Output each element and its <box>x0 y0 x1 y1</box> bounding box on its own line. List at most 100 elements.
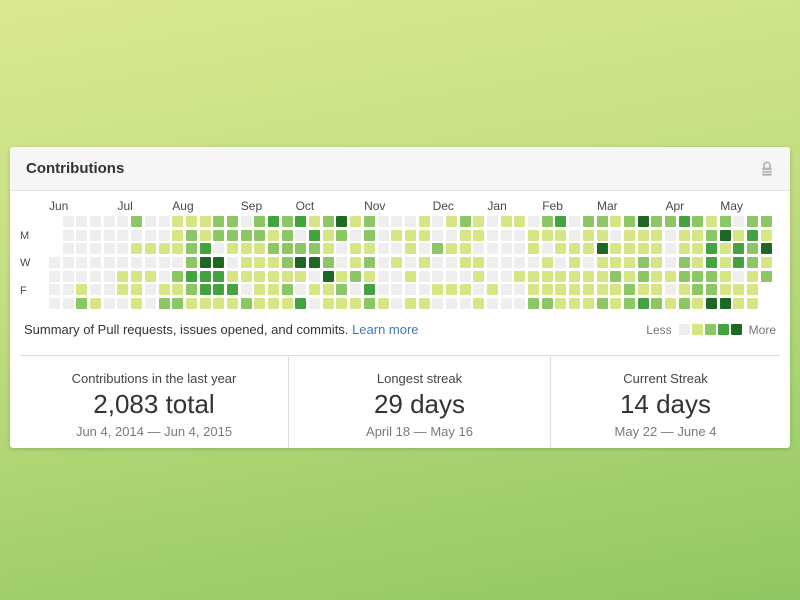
contribution-cell[interactable] <box>185 270 197 282</box>
contribution-cell[interactable] <box>637 270 649 282</box>
contribution-cell[interactable] <box>459 257 471 269</box>
contribution-cell[interactable] <box>254 298 266 310</box>
contribution-cell[interactable] <box>226 229 238 241</box>
contribution-cell[interactable] <box>500 229 512 241</box>
contribution-cell[interactable] <box>733 270 745 282</box>
contribution-cell[interactable] <box>706 270 717 282</box>
contribution-cell[interactable] <box>692 298 704 310</box>
contribution-cell[interactable] <box>514 243 526 255</box>
contribution-cell[interactable] <box>706 216 717 227</box>
contribution-cell[interactable] <box>268 243 279 255</box>
contribution-cell[interactable] <box>309 270 321 282</box>
contribution-cell[interactable] <box>500 243 512 255</box>
contribution-cell[interactable] <box>678 257 690 269</box>
contribution-cell[interactable] <box>473 284 485 296</box>
contribution-cell[interactable] <box>322 243 334 255</box>
contribution-cell[interactable] <box>240 298 252 310</box>
contribution-cell[interactable] <box>268 270 279 282</box>
contribution-cell[interactable] <box>336 216 348 227</box>
contribution-cell[interactable] <box>473 216 485 227</box>
contribution-cell[interactable] <box>418 243 430 255</box>
contribution-cell[interactable] <box>295 229 307 241</box>
contribution-cell[interactable] <box>760 270 772 282</box>
contribution-cell[interactable] <box>377 229 389 241</box>
contribution-cell[interactable] <box>596 229 608 241</box>
contribution-cell[interactable] <box>131 284 143 296</box>
contribution-cell[interactable] <box>747 270 759 282</box>
contribution-cell[interactable] <box>555 270 567 282</box>
contribution-cell[interactable] <box>514 229 526 241</box>
contribution-cell[interactable] <box>528 298 540 310</box>
contribution-cell[interactable] <box>185 243 197 255</box>
contribution-cell[interactable] <box>528 270 540 282</box>
contribution-cell[interactable] <box>199 298 211 310</box>
contribution-cell[interactable] <box>582 298 594 310</box>
contribution-cell[interactable] <box>391 243 403 255</box>
contribution-cell[interactable] <box>596 257 608 269</box>
contribution-cell[interactable] <box>336 298 348 310</box>
contribution-cell[interactable] <box>131 229 143 241</box>
contribution-cell[interactable] <box>213 270 225 282</box>
contribution-cell[interactable] <box>226 298 238 310</box>
contribution-cell[interactable] <box>582 216 594 227</box>
contribution-cell[interactable] <box>363 284 375 296</box>
contribution-cell[interactable] <box>473 229 485 241</box>
contribution-cell[interactable] <box>541 284 553 296</box>
contribution-cell[interactable] <box>336 229 348 241</box>
contribution-cell[interactable] <box>555 216 567 227</box>
contribution-cell[interactable] <box>240 216 252 227</box>
contribution-cell[interactable] <box>281 257 293 269</box>
contribution-cell[interactable] <box>445 243 457 255</box>
contribution-cell[interactable] <box>295 284 307 296</box>
contribution-cell[interactable] <box>144 270 156 282</box>
contribution-cell[interactable] <box>706 284 717 296</box>
contribution-cell[interactable] <box>651 257 663 269</box>
contribution-cell[interactable] <box>172 284 184 296</box>
contribution-cell[interactable] <box>637 216 649 227</box>
contribution-cell[interactable] <box>747 229 759 241</box>
contribution-cell[interactable] <box>90 243 102 255</box>
contribution-cell[interactable] <box>418 229 430 241</box>
contribution-cell[interactable] <box>582 229 594 241</box>
contribution-cell[interactable] <box>432 284 444 296</box>
contribution-cell[interactable] <box>350 270 362 282</box>
contribution-cell[interactable] <box>473 243 485 255</box>
contribution-cell[interactable] <box>131 270 143 282</box>
contribution-cell[interactable] <box>90 298 102 310</box>
contribution-cell[interactable] <box>363 229 375 241</box>
contribution-cell[interactable] <box>363 243 375 255</box>
contribution-cell[interactable] <box>131 298 143 310</box>
contribution-cell[interactable] <box>90 229 102 241</box>
contribution-cell[interactable] <box>514 284 526 296</box>
contribution-cell[interactable] <box>295 243 307 255</box>
contribution-cell[interactable] <box>445 284 457 296</box>
contribution-cell[interactable] <box>706 229 717 241</box>
contribution-cell[interactable] <box>350 216 362 227</box>
contribution-cell[interactable] <box>569 298 581 310</box>
contribution-cell[interactable] <box>281 229 293 241</box>
contribution-cell[interactable] <box>144 216 156 227</box>
contribution-cell[interactable] <box>254 284 266 296</box>
contribution-cell[interactable] <box>404 270 416 282</box>
contribution-cell[interactable] <box>500 257 512 269</box>
contribution-cell[interactable] <box>678 270 690 282</box>
contribution-cell[interactable] <box>610 284 622 296</box>
contribution-cell[interactable] <box>733 284 745 296</box>
contribution-cell[interactable] <box>404 257 416 269</box>
contribution-cell[interactable] <box>719 284 731 296</box>
contribution-cell[interactable] <box>459 298 471 310</box>
contribution-cell[interactable] <box>541 270 553 282</box>
contribution-cell[interactable] <box>350 229 362 241</box>
contribution-cell[interactable] <box>487 270 498 282</box>
contribution-cell[interactable] <box>363 270 375 282</box>
contribution-cell[interactable] <box>555 229 567 241</box>
contribution-cell[interactable] <box>432 270 444 282</box>
contribution-cell[interactable] <box>377 270 389 282</box>
contribution-cell[interactable] <box>692 270 704 282</box>
contribution-cell[interactable] <box>336 257 348 269</box>
contribution-cell[interactable] <box>541 257 553 269</box>
contribution-cell[interactable] <box>90 284 102 296</box>
contribution-cell[interactable] <box>692 243 704 255</box>
contribution-cell[interactable] <box>158 243 170 255</box>
contribution-cell[interactable] <box>281 298 293 310</box>
